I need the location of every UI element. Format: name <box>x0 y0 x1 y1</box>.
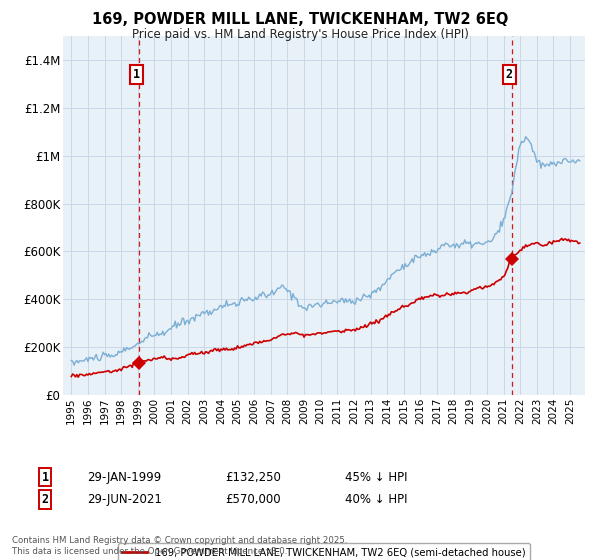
Text: 40% ↓ HPI: 40% ↓ HPI <box>345 493 407 506</box>
Text: Price paid vs. HM Land Registry's House Price Index (HPI): Price paid vs. HM Land Registry's House … <box>131 28 469 41</box>
Text: 1: 1 <box>133 68 140 81</box>
Text: Contains HM Land Registry data © Crown copyright and database right 2025.
This d: Contains HM Land Registry data © Crown c… <box>12 536 347 556</box>
Text: £570,000: £570,000 <box>225 493 281 506</box>
Text: 2: 2 <box>506 68 513 81</box>
Text: 2: 2 <box>41 493 49 506</box>
Text: 45% ↓ HPI: 45% ↓ HPI <box>345 470 407 484</box>
Text: 169, POWDER MILL LANE, TWICKENHAM, TW2 6EQ: 169, POWDER MILL LANE, TWICKENHAM, TW2 6… <box>92 12 508 27</box>
Text: 29-JAN-1999: 29-JAN-1999 <box>87 470 161 484</box>
Text: 29-JUN-2021: 29-JUN-2021 <box>87 493 162 506</box>
Text: 1: 1 <box>41 470 49 484</box>
Text: £132,250: £132,250 <box>225 470 281 484</box>
Legend: 169, POWDER MILL LANE, TWICKENHAM, TW2 6EQ (semi-detached house), HPI: Average p: 169, POWDER MILL LANE, TWICKENHAM, TW2 6… <box>118 543 530 560</box>
